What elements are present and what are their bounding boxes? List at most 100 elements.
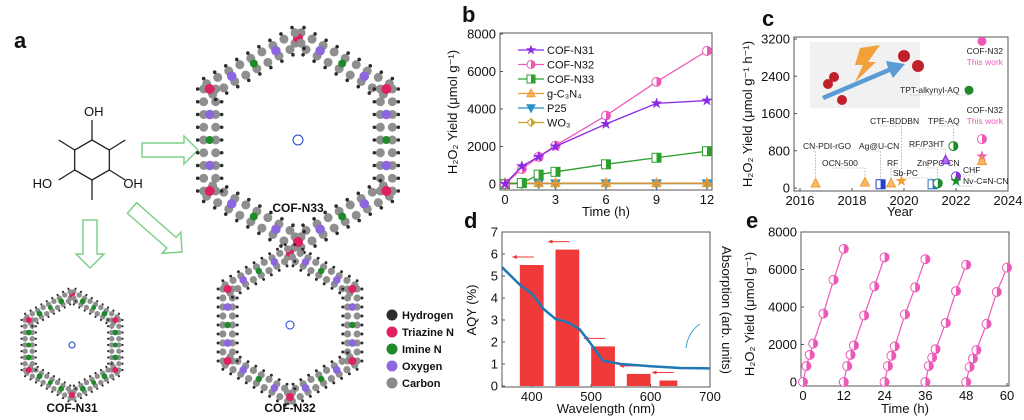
data-point	[927, 352, 938, 363]
data-point	[801, 361, 812, 372]
carbon-atom	[116, 342, 122, 348]
hydrogen-atom	[379, 205, 384, 210]
carbon-atom	[44, 311, 50, 317]
data-point	[923, 361, 934, 372]
carbon-atom	[29, 336, 35, 342]
half-circle-fill	[969, 362, 975, 372]
square-fill	[531, 75, 535, 83]
carbon-atom	[22, 348, 28, 354]
triazine-n-atom	[112, 367, 119, 373]
hydrogen-atom	[24, 312, 27, 315]
hydrogen-atom	[290, 25, 294, 30]
carbon-atom	[257, 47, 267, 57]
accent-atom	[58, 298, 65, 305]
carbon-atom	[345, 200, 355, 210]
hydrogen-atom	[106, 381, 110, 384]
carbon-atom	[343, 294, 352, 302]
carbon-atom	[353, 330, 361, 338]
point-label: CHF	[963, 165, 980, 175]
data-point	[804, 349, 815, 360]
carbon-atom	[65, 386, 72, 392]
absorption-curve	[501, 266, 711, 370]
data-point	[920, 377, 931, 387]
carbon-atom	[51, 298, 57, 304]
data-point	[981, 318, 992, 329]
hydrogen-atom	[307, 273, 311, 277]
y-axis-title: H₂O₂ Yield (μmol g⁻¹ h⁻¹)	[740, 41, 755, 187]
x-tick-label: 9	[653, 192, 660, 207]
hydrogen-atom	[341, 341, 345, 345]
panel-b: b 0 3 6 9 12 0 2000 4000 6000 8000 Time (h) H₂O₂ Yie…	[445, 2, 714, 219]
hydrogen-atom	[229, 372, 233, 376]
panel-letter-b: b	[462, 2, 475, 27]
hydrogen-atom	[216, 314, 220, 318]
hydrogen-atom	[335, 44, 339, 49]
half-circle-fill	[894, 341, 900, 351]
y-tick-label: 0	[783, 181, 790, 196]
hydrogen-atom	[216, 350, 220, 354]
hydrogen-atom	[302, 229, 306, 234]
x-tick-label: 24	[877, 388, 891, 403]
hydrogen-atom	[360, 350, 364, 354]
hydrogen-atom	[301, 399, 305, 403]
leader-line	[880, 125, 902, 177]
hydrogen-atom	[85, 393, 88, 397]
point-marker	[977, 36, 987, 46]
y-tick-label: 2	[491, 335, 498, 350]
hydrogen-atom	[301, 223, 305, 228]
legend-atom-swatch	[386, 377, 398, 389]
hydrogen-atom	[34, 368, 37, 372]
hydrogen-atom	[107, 331, 110, 334]
carbon-atom	[343, 321, 352, 329]
accent-atom	[101, 373, 108, 380]
data-point: TPE-AQ	[928, 116, 960, 152]
hydrogen-atom	[69, 303, 72, 306]
x-tick-label: 0	[799, 388, 806, 403]
point-label: COF-N32	[967, 46, 1004, 56]
imine-n-atom	[224, 321, 231, 329]
legend-entry: WO₃	[518, 118, 570, 130]
legend-atom-swatch	[386, 309, 398, 321]
x-tick-label: 500	[580, 389, 602, 404]
hydrogen-atom	[34, 343, 37, 347]
hydrogen-atom	[379, 70, 384, 75]
carbon-atom	[22, 342, 28, 348]
hydrogen-atom	[246, 51, 250, 55]
carbon-atom	[211, 97, 221, 107]
hydrogen-atom	[221, 367, 225, 371]
half-circle-fill	[953, 141, 958, 151]
half-circle-fill	[996, 287, 1002, 297]
carbon-atom	[219, 294, 227, 302]
carbon-atom	[263, 213, 273, 223]
hydrogen-atom	[332, 381, 336, 385]
imine-n-atom	[255, 375, 263, 383]
central-triazine	[285, 320, 295, 330]
hydrogen-atom	[235, 191, 240, 196]
x-tick-label: 48	[959, 388, 973, 403]
carbon-atom	[109, 336, 115, 342]
legend-label: Carbon	[402, 378, 441, 390]
data-point	[550, 166, 561, 177]
hydrogen-atom	[335, 231, 339, 236]
hydrogen-atom	[20, 343, 23, 347]
hydrogen-atom	[323, 210, 327, 215]
imine-n-atom	[112, 342, 118, 348]
point-label: Ag@U-CN	[859, 141, 899, 151]
data-point	[808, 338, 819, 349]
x-axis-title: Time (h)	[582, 204, 630, 219]
hydrogen-atom	[88, 375, 92, 378]
point-label: TPT-alkynyl-AQ	[900, 85, 960, 95]
data-point	[600, 117, 612, 130]
half-circle-fill	[928, 361, 934, 371]
accent-atom	[204, 109, 215, 120]
h2o2-molecule-icon	[912, 60, 924, 72]
triazine-n-atom	[25, 317, 32, 323]
triazine-n-atom	[381, 186, 392, 196]
hydrogen-atom	[244, 265, 248, 269]
data-point	[601, 110, 611, 121]
hydrogen-atom	[20, 325, 23, 328]
hydrogen-atom	[291, 52, 295, 57]
carbon-atom	[322, 366, 331, 374]
carbon-atom	[296, 249, 304, 257]
hydrogen-atom	[47, 315, 50, 318]
